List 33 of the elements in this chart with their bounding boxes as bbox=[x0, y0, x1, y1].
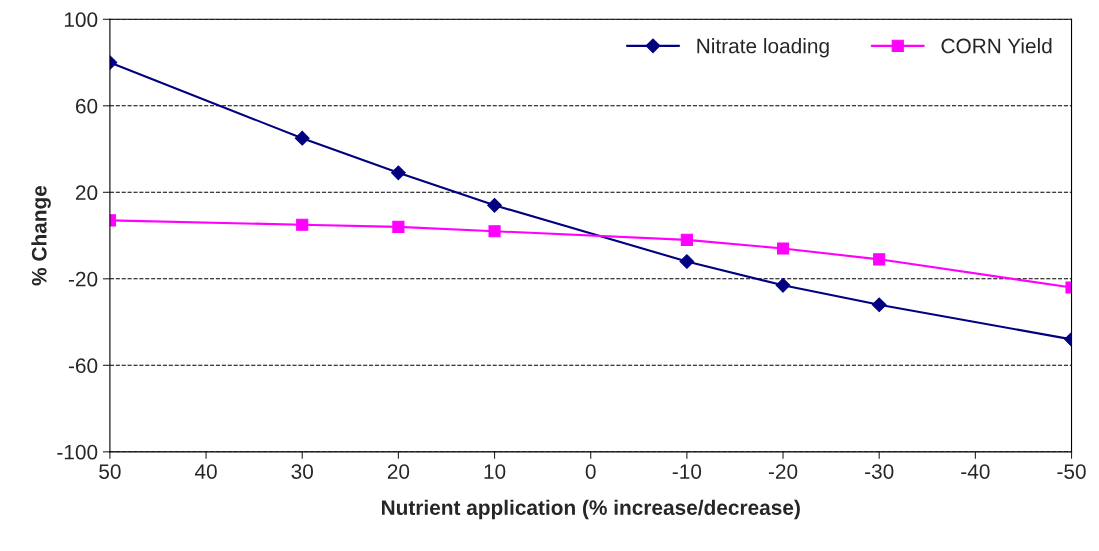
point bbox=[296, 218, 309, 231]
y-tick-label: 60 bbox=[75, 98, 98, 114]
y-tick-label: -20 bbox=[68, 271, 98, 287]
x-tick-label: -10 bbox=[672, 464, 702, 479]
point bbox=[679, 254, 695, 269]
x-axis-title: Nutrient application (% increase/decrease) bbox=[381, 499, 800, 520]
x-tick-label: -30 bbox=[865, 464, 894, 479]
x-tick-label: 10 bbox=[484, 464, 506, 479]
y-tick-label: -60 bbox=[68, 358, 98, 374]
point bbox=[392, 220, 405, 233]
legend-label: CORN Yield bbox=[941, 38, 1052, 54]
legend-label: Nitrate loading bbox=[697, 38, 829, 58]
point bbox=[680, 233, 693, 246]
point bbox=[873, 253, 886, 266]
y-tick-label: 20 bbox=[75, 185, 98, 201]
x-tick-label: -40 bbox=[961, 464, 990, 479]
y-axis-title: % Change bbox=[31, 185, 51, 286]
point bbox=[487, 197, 502, 213]
y-tick-label: 100 bbox=[64, 12, 98, 28]
x-tick-label: 40 bbox=[194, 464, 217, 479]
x-tick-label: 20 bbox=[387, 464, 410, 479]
point bbox=[776, 242, 790, 255]
y-tick-label: -100 bbox=[57, 444, 98, 460]
x-tick-label: -50 bbox=[1057, 464, 1086, 479]
point bbox=[294, 130, 310, 146]
x-tick-label: 30 bbox=[291, 464, 313, 479]
x-tick-label: -20 bbox=[768, 464, 798, 479]
point bbox=[871, 297, 887, 313]
x-tick-label: 0 bbox=[585, 464, 596, 479]
x-tick-label: 50 bbox=[99, 464, 121, 479]
point bbox=[390, 165, 406, 181]
point bbox=[488, 225, 501, 238]
point bbox=[775, 277, 791, 293]
